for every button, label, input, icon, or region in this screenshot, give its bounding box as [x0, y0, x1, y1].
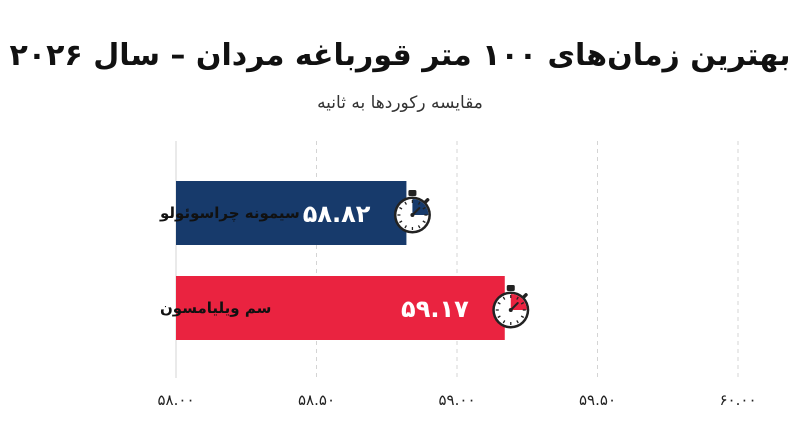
x-tick-label: ۵۹.۵۰ — [579, 391, 616, 409]
bar — [176, 276, 505, 340]
chart-subtitle: مقایسه رکوردها به ثانیه — [317, 93, 483, 113]
x-tick-label: ۶۰.۰۰ — [720, 391, 757, 409]
x-tick-label: ۵۸.۵۰ — [298, 391, 335, 409]
bar — [176, 181, 407, 245]
bars: ۵۸.۸۲ ۵۹.۱۷ — [176, 181, 530, 340]
category-label: سیمونه چراسوئولو — [159, 204, 300, 223]
bar-value-label: ۵۸.۸۲ — [303, 200, 371, 228]
category-labels: سیمونه چراسوئولو سم ویلیامسون — [159, 204, 300, 317]
x-axis-ticks: ۵۸.۰۰ ۵۸.۵۰ ۵۹.۰۰ ۵۹.۵۰ ۶۰.۰۰ — [158, 391, 757, 409]
x-tick-label: ۵۸.۰۰ — [158, 391, 195, 409]
stopwatch-icon — [393, 190, 431, 234]
x-tick-label: ۵۹.۰۰ — [439, 391, 476, 409]
bar-value-label: ۵۹.۱۷ — [401, 295, 469, 323]
grid-lines — [175, 141, 739, 378]
category-label: سم ویلیامسون — [160, 299, 271, 317]
stopwatch-icon — [492, 285, 530, 329]
chart-title: بهترین زمان‌های ۱۰۰ متر قورباغه مردان – … — [9, 38, 791, 73]
